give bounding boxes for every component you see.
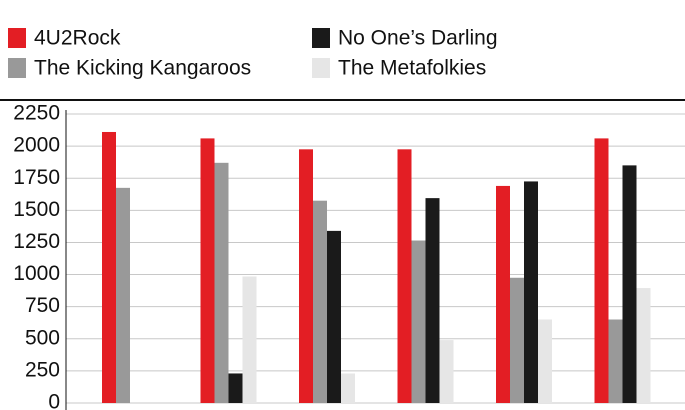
bar xyxy=(425,198,440,403)
bar xyxy=(439,340,454,403)
y-tick-label: 2250 xyxy=(13,102,60,125)
bar xyxy=(102,131,116,403)
y-tick-label: 250 xyxy=(25,358,60,381)
bar xyxy=(327,230,341,403)
bar xyxy=(594,138,609,403)
bar xyxy=(411,240,426,403)
bar xyxy=(200,138,215,403)
bar xyxy=(397,149,412,403)
bar xyxy=(538,319,552,403)
bar xyxy=(496,185,510,403)
bar xyxy=(622,165,637,403)
legend-label: The Kicking Kangaroos xyxy=(34,57,251,80)
y-tick-label: 1500 xyxy=(13,198,60,221)
legend-label: The Metafolkies xyxy=(338,57,486,80)
y-tick-label: 0 xyxy=(48,391,60,410)
legend-swatch xyxy=(312,58,330,78)
legend-label: 4U2Rock xyxy=(34,27,121,50)
legend-label: No One’s Darling xyxy=(338,27,498,50)
bar xyxy=(228,373,243,403)
y-tick-label: 1750 xyxy=(13,166,60,189)
bar xyxy=(299,149,313,403)
legend-swatch xyxy=(8,58,26,78)
bar xyxy=(313,200,327,403)
legend-swatch xyxy=(312,28,330,48)
bar xyxy=(214,162,229,403)
bar xyxy=(116,187,130,403)
bar xyxy=(524,181,538,403)
bar xyxy=(608,319,623,403)
bar xyxy=(636,288,651,403)
legend-swatch xyxy=(8,28,26,48)
y-tick-label: 1250 xyxy=(13,230,60,253)
bar xyxy=(510,277,524,403)
bar xyxy=(242,276,257,403)
bar xyxy=(341,373,355,403)
y-tick-label: 500 xyxy=(25,326,60,349)
y-tick-label: 750 xyxy=(25,294,60,317)
y-tick-label: 2000 xyxy=(13,134,60,157)
y-tick-label: 1000 xyxy=(13,262,60,285)
